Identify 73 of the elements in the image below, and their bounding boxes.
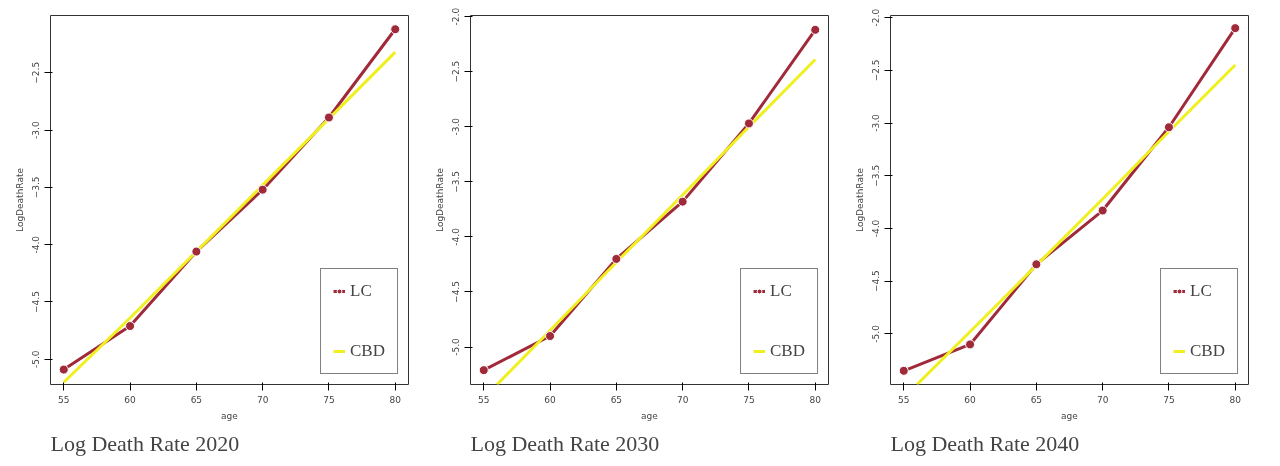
point	[1031, 259, 1042, 270]
point	[125, 321, 136, 332]
x-tick-label: 55	[898, 394, 910, 405]
y-tick-label: -5.0	[31, 350, 42, 369]
x-tick-label: 65	[610, 394, 623, 405]
y-axis-title: LogDeathRate	[854, 167, 865, 232]
point	[478, 365, 489, 376]
y-tick-label: -5.0	[451, 338, 462, 356]
y-tick-label: -4.0	[451, 227, 462, 246]
legend-label: LC	[770, 281, 792, 301]
point	[191, 246, 202, 257]
point	[898, 365, 909, 376]
x-tick-label: 70	[256, 394, 269, 405]
y-tick-label: -4.0	[871, 219, 882, 238]
text: Log Death Rate 2020	[50, 430, 240, 456]
legend-label: CBD	[770, 341, 805, 361]
x-tick-label: 80	[1229, 394, 1242, 405]
y-tick-label: −3.5	[871, 164, 882, 187]
x-tick-label: 75	[743, 394, 755, 405]
point	[257, 184, 268, 195]
y-tick-label: −3.5	[451, 170, 462, 193]
point	[677, 196, 688, 207]
y-tick-label: -2.0	[871, 8, 882, 27]
point	[545, 331, 556, 342]
x-tick-label: 70	[676, 394, 689, 405]
line-series	[915, 63, 1237, 385]
point	[1163, 122, 1174, 133]
x-tick-label: 80	[389, 394, 402, 405]
y-tick-label: -3.0	[31, 121, 42, 139]
x-tick-label: 75	[1163, 394, 1175, 405]
x-axis-title: age	[641, 410, 659, 421]
y-tick-label: −4.5	[451, 281, 462, 303]
x-tick-label: 80	[809, 394, 822, 405]
y-tick-label: -4.0	[31, 235, 42, 254]
x-tick-label: 65	[1030, 394, 1043, 405]
y-tick-label: −2.5	[451, 60, 462, 83]
legend-label: LC	[1190, 281, 1212, 301]
y-axis-title: LogDeathRate	[14, 167, 25, 232]
legend-label: LC	[350, 281, 372, 301]
x-tick-label: 55	[478, 394, 490, 405]
y-tick-label: −3.5	[31, 176, 42, 199]
point	[390, 24, 401, 35]
x-axis-title: age	[221, 410, 239, 421]
y-tick-label: −2.5	[871, 59, 882, 82]
y-tick-label: −4.5	[31, 291, 42, 313]
point	[810, 24, 821, 35]
y-axis-title: LogDeathRate	[434, 167, 445, 232]
x-tick-label: 65	[190, 394, 203, 405]
point	[323, 112, 334, 123]
point	[743, 118, 754, 129]
text: Log Death Rate 2030	[470, 430, 660, 456]
point	[1097, 205, 1108, 216]
x-tick-label: 75	[323, 394, 335, 405]
x-tick-label: 70	[1096, 394, 1109, 405]
legend-label: CBD	[350, 341, 385, 361]
point	[58, 364, 69, 375]
y-tick-label: -3.0	[451, 117, 462, 136]
point	[965, 339, 976, 350]
y-tick-label: -2.0	[451, 7, 462, 26]
x-tick-label: 55	[58, 394, 70, 405]
x-tick-label: 60	[124, 394, 137, 405]
point	[1230, 23, 1241, 34]
y-tick-label: −4.5	[871, 270, 882, 293]
point	[611, 253, 622, 264]
y-tick-label: -5.0	[871, 324, 882, 343]
y-tick-label: −2.5	[31, 61, 42, 84]
y-tick-label: -3.0	[871, 113, 882, 132]
text: Log Death Rate 2040	[890, 430, 1080, 456]
legend-label: CBD	[1190, 341, 1225, 361]
x-tick-label: 60	[964, 394, 977, 405]
x-tick-label: 60	[544, 394, 557, 405]
line-series	[495, 58, 817, 385]
x-axis-title: age	[1061, 410, 1079, 421]
